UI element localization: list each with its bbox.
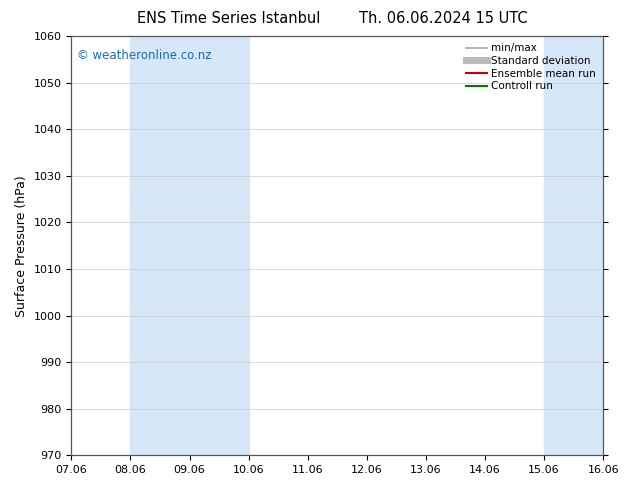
Text: © weatheronline.co.nz: © weatheronline.co.nz [77,49,211,62]
Text: ENS Time Series Istanbul: ENS Time Series Istanbul [136,11,320,26]
Bar [544,36,603,455]
Text: Th. 06.06.2024 15 UTC: Th. 06.06.2024 15 UTC [359,11,528,26]
Y-axis label: Surface Pressure (hPa): Surface Pressure (hPa) [15,175,28,317]
Bar [603,36,633,455]
Bar [131,36,249,455]
Legend: min/max, Standard deviation, Ensemble mean run, Controll run: min/max, Standard deviation, Ensemble me… [464,41,598,93]
